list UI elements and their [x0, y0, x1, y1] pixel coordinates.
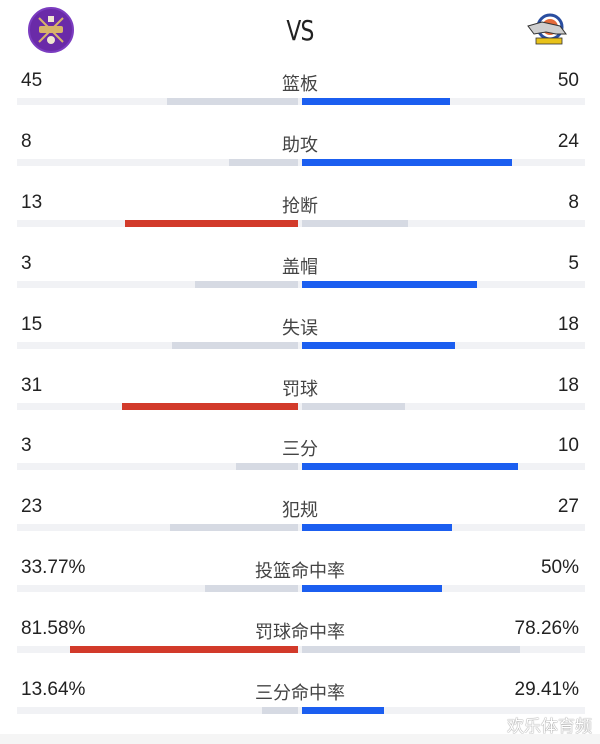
stat-row: 3 盖帽 5 — [0, 253, 600, 313]
away-value: 18 — [557, 314, 579, 335]
stat-row: 13.64% 三分命中率 29.41% — [0, 679, 600, 739]
home-bar — [170, 524, 298, 531]
away-value: 50% — [540, 557, 579, 578]
stat-bar-track — [17, 281, 585, 288]
stat-row: 31 罚球 18 — [0, 375, 600, 435]
vs-label: VS — [286, 14, 314, 47]
home-bar — [205, 585, 298, 592]
stat-label: 助攻 — [282, 135, 318, 156]
stat-bar-track — [17, 463, 585, 470]
away-bar — [302, 463, 518, 470]
crest-icon — [38, 16, 64, 44]
home-bar — [70, 646, 298, 653]
stat-bar-track — [17, 159, 585, 166]
home-value: 31 — [21, 375, 43, 396]
away-team-logo-icon[interactable] — [526, 12, 568, 48]
stat-bar-track — [17, 585, 585, 592]
stat-label: 犯规 — [282, 500, 318, 521]
stat-row: 13 抢断 8 — [0, 192, 600, 252]
stat-row: 8 助攻 24 — [0, 131, 600, 191]
stat-bar-track — [17, 707, 585, 714]
stat-bar-track — [17, 524, 585, 531]
stat-bar-track — [17, 646, 585, 653]
stat-bar-track — [17, 220, 585, 227]
stat-label: 三分命中率 — [255, 683, 345, 704]
away-value: 50 — [557, 70, 579, 91]
home-bar — [195, 281, 298, 288]
away-value: 24 — [557, 131, 579, 152]
away-bar — [302, 342, 455, 349]
stat-row: 15 失误 18 — [0, 314, 600, 374]
away-value: 78.26% — [514, 618, 579, 639]
tiger-icon — [527, 13, 567, 45]
home-value: 8 — [21, 131, 32, 152]
away-bar — [302, 585, 442, 592]
home-value: 3 — [21, 253, 32, 274]
stat-label: 盖帽 — [282, 257, 318, 278]
away-value: 10 — [557, 435, 579, 456]
home-bar — [122, 403, 298, 410]
watermark: 欢乐体育频 — [507, 717, 592, 737]
away-bar — [302, 98, 450, 105]
away-bar — [302, 707, 384, 714]
stat-label: 罚球命中率 — [255, 622, 345, 643]
away-bar — [302, 159, 512, 166]
away-value: 5 — [568, 253, 579, 274]
stat-label: 抢断 — [282, 196, 318, 217]
home-bar — [167, 98, 298, 105]
home-bar — [125, 220, 298, 227]
stat-label: 罚球 — [282, 379, 318, 400]
match-header: VS — [0, 0, 600, 60]
away-value: 27 — [557, 496, 579, 517]
home-value: 45 — [21, 70, 43, 91]
home-value: 15 — [21, 314, 43, 335]
stat-bar-track — [17, 342, 585, 349]
away-bar — [302, 403, 405, 410]
away-value: 18 — [557, 375, 579, 396]
stat-row: 33.77% 投篮命中率 50% — [0, 557, 600, 617]
stat-label: 三分 — [282, 439, 318, 460]
away-value: 29.41% — [514, 679, 579, 700]
stat-label: 篮板 — [282, 74, 318, 95]
away-bar — [302, 646, 520, 653]
stat-row: 3 三分 10 — [0, 435, 600, 495]
stat-bar-track — [17, 403, 585, 410]
home-bar — [229, 159, 298, 166]
away-bar — [302, 220, 408, 227]
away-bar — [302, 281, 477, 288]
stat-row: 81.58% 罚球命中率 78.26% — [0, 618, 600, 678]
stat-row: 23 犯规 27 — [0, 496, 600, 556]
home-value: 3 — [21, 435, 32, 456]
home-value: 33.77% — [21, 557, 86, 578]
stat-bar-track — [17, 98, 585, 105]
home-value: 13.64% — [21, 679, 86, 700]
home-bar — [172, 342, 298, 349]
away-bar — [302, 524, 452, 531]
home-bar — [236, 463, 298, 470]
home-value: 23 — [21, 496, 43, 517]
home-bar — [262, 707, 298, 714]
away-value: 8 — [568, 192, 579, 213]
footer-divider — [0, 734, 600, 744]
stat-label: 投篮命中率 — [255, 561, 345, 582]
stat-row: 45 篮板 50 — [0, 70, 600, 130]
home-team-logo-icon[interactable] — [28, 7, 74, 53]
home-value: 13 — [21, 192, 43, 213]
home-value: 81.58% — [21, 618, 86, 639]
stat-label: 失误 — [282, 318, 318, 339]
